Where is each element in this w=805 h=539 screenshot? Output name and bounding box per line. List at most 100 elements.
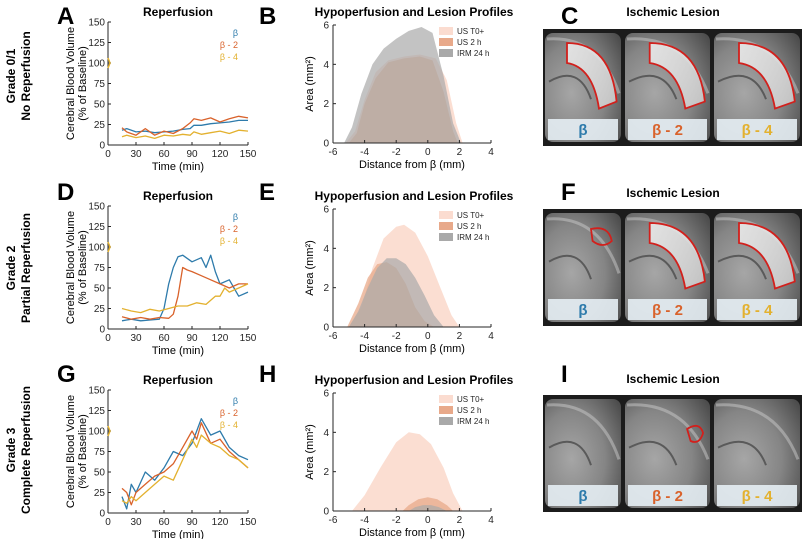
x-tick-label: 120 xyxy=(212,333,229,344)
row-desc: Partial Reperfusion xyxy=(19,213,33,323)
slice-label: β - 4 xyxy=(742,302,773,319)
x-tick-label: 60 xyxy=(158,333,170,344)
y-tick-label: 2 xyxy=(323,99,329,110)
chart-title: Reperfusion xyxy=(143,373,213,387)
series-line-beta-2 xyxy=(121,422,249,506)
mri-slice-beta-4: β - 4 xyxy=(712,209,802,326)
y-tick-label: 150 xyxy=(88,202,105,213)
y-tick-label: 0 xyxy=(323,507,329,518)
y-axis-label: Area (mm²) xyxy=(304,240,316,296)
brain-structure xyxy=(548,74,592,100)
y-tick-label: 75 xyxy=(94,79,106,90)
legend-swatch xyxy=(439,49,453,57)
legend-entry: β xyxy=(233,212,238,222)
x-tick-label: 150 xyxy=(240,517,257,528)
x-tick-label: 4 xyxy=(488,147,494,158)
slice-label-box xyxy=(628,119,707,140)
x-axis-label: Time (min) xyxy=(152,161,204,173)
legend-entry: IRM 24 h xyxy=(457,49,489,58)
reperfusion-chart-a: Reperfusion 0 30 60 90 120 150 0 25 50 75 100 125 150… xyxy=(65,5,257,173)
x-tick-label: 120 xyxy=(212,517,229,528)
mri-slice-beta-2: β - 2 xyxy=(623,29,712,146)
x-tick-label: 2 xyxy=(457,147,463,158)
legend-entry: US T0+ xyxy=(457,211,485,220)
y-tick-label: 75 xyxy=(94,447,106,458)
legend-entry: β - 2 xyxy=(220,408,238,418)
x-tick-label: 120 xyxy=(212,149,229,160)
y-axis-label-line1: Cerebral Blood Volume xyxy=(65,395,77,508)
lesion-outline xyxy=(648,42,706,110)
brain-structure xyxy=(628,74,678,100)
slice-label: β - 2 xyxy=(652,302,683,319)
mri-slice-beta-4: β - 4 xyxy=(712,29,802,146)
legend-entry: US 2 h xyxy=(457,38,481,47)
x-tick-label: -4 xyxy=(360,331,369,342)
legend-swatch xyxy=(439,38,453,46)
mri-slice-beta: β xyxy=(543,395,623,512)
x-tick-label: 4 xyxy=(488,331,494,342)
baseline-marker xyxy=(107,425,111,437)
legend-entry: IRM 24 h xyxy=(457,417,489,426)
y-tick-label: 75 xyxy=(94,263,106,274)
x-tick-label: 150 xyxy=(240,333,257,344)
y-tick-label: 0 xyxy=(99,325,105,336)
y-tick-label: 2 xyxy=(323,283,329,294)
cortex-arc xyxy=(546,403,621,460)
x-tick-label: 30 xyxy=(130,333,142,344)
slice-label-box xyxy=(628,299,707,320)
x-tick-label: 90 xyxy=(186,517,198,528)
lesion-outline xyxy=(648,222,706,290)
series-line-beta xyxy=(121,418,249,510)
y-tick-label: 125 xyxy=(88,406,105,417)
slice-label: β xyxy=(578,488,587,505)
x-tick-label: 0 xyxy=(105,149,111,160)
panel-title: Ischemic Lesion xyxy=(626,5,719,19)
legend-swatch xyxy=(439,211,453,219)
legend-entry: IRM 24 h xyxy=(457,233,489,242)
y-tick-label: 100 xyxy=(88,243,105,254)
lesion-outline xyxy=(738,222,796,290)
ischemic-lesion-panel-f: Ischemic Lesion β β - 2 β - 4 xyxy=(543,186,802,326)
row-grade: Grade 0/1 xyxy=(4,48,18,103)
slice-label: β - 4 xyxy=(742,122,773,139)
x-tick-label: 0 xyxy=(105,517,111,528)
y-axis-label: Area (mm²) xyxy=(304,424,316,480)
slice-label-box xyxy=(628,485,707,506)
brain-structure xyxy=(717,440,767,466)
y-tick-label: 4 xyxy=(323,60,329,71)
panel-letter-a: A xyxy=(57,3,74,30)
x-tick-label: -4 xyxy=(360,147,369,158)
x-tick-label: 2 xyxy=(457,515,463,526)
brain-structure xyxy=(628,254,678,280)
x-tick-label: 90 xyxy=(186,149,198,160)
baseline-marker xyxy=(107,241,111,253)
brain-structure xyxy=(717,254,767,280)
slice-label-box xyxy=(717,119,797,140)
legend-swatch xyxy=(439,222,453,230)
baseline-marker xyxy=(107,57,111,69)
panel-letter-c: C xyxy=(561,3,578,30)
cortex-arc xyxy=(626,403,710,460)
row-grade: Grade 3 xyxy=(4,427,18,472)
slice-label: β - 4 xyxy=(742,488,773,505)
y-tick-label: 6 xyxy=(323,205,329,216)
x-tick-label: 60 xyxy=(158,149,170,160)
y-tick-label: 100 xyxy=(88,59,105,70)
legend-entry: β - 2 xyxy=(220,40,238,50)
panel-letter-d: D xyxy=(57,179,74,206)
legend-entry: US 2 h xyxy=(457,406,481,415)
chart-title: Hypoperfusion and Lesion Profiles xyxy=(315,373,514,387)
y-tick-label: 0 xyxy=(99,141,105,152)
series-line-beta-4 xyxy=(121,434,249,504)
chart-title: Hypoperfusion and Lesion Profiles xyxy=(315,5,514,19)
x-tick-label: -2 xyxy=(392,147,401,158)
profile-chart-h: Hypoperfusion and Lesion Profiles -6 -4 -2 0… xyxy=(304,373,514,539)
legend-entry: β xyxy=(233,396,238,406)
slice-label-box xyxy=(717,485,797,506)
x-tick-label: 30 xyxy=(130,149,142,160)
slice-label: β - 2 xyxy=(652,488,683,505)
slice-label: β xyxy=(578,302,587,319)
slice-label-box xyxy=(548,299,618,320)
legend-swatch xyxy=(439,395,453,403)
